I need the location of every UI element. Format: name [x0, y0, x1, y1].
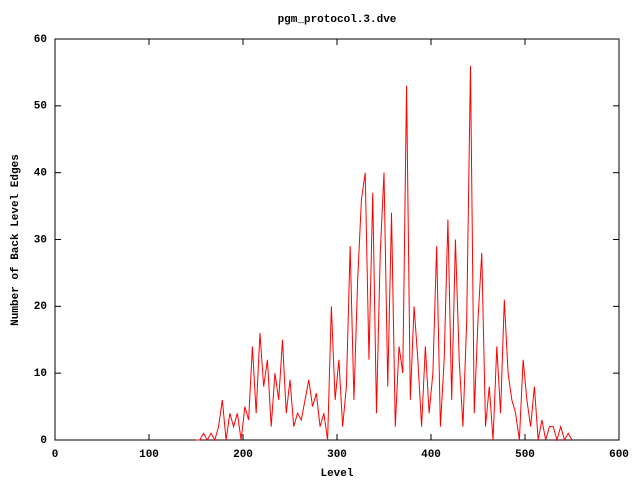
x-tick-label: 200 [233, 449, 253, 461]
y-tick-label: 50 [34, 101, 47, 113]
data-line [196, 65, 573, 442]
y-tick-label: 60 [34, 34, 47, 46]
y-tick-label: 20 [34, 301, 47, 313]
x-tick-label: 0 [52, 449, 59, 461]
x-axis-label: Level [320, 468, 353, 480]
y-tick-label: 40 [34, 168, 47, 180]
x-tick-label: 600 [609, 449, 629, 461]
y-tick-label: 30 [34, 234, 47, 246]
x-tick-label: 300 [327, 449, 347, 461]
y-tick-label: 0 [40, 435, 47, 447]
chart-title: pgm_protocol.3.dve [278, 14, 397, 26]
x-tick-label: 400 [421, 449, 441, 461]
y-tick-label: 10 [34, 368, 47, 380]
x-tick-label: 500 [515, 449, 535, 461]
x-tick-label: 100 [139, 449, 159, 461]
y-axis-label: Number of Back Level Edges [10, 154, 22, 326]
